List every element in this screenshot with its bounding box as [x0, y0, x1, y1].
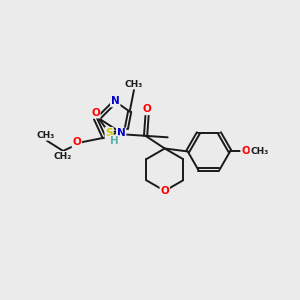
Text: CH₃: CH₃	[125, 80, 143, 89]
Text: CH₃: CH₃	[250, 147, 269, 156]
Text: O: O	[73, 137, 81, 147]
Text: N: N	[111, 96, 120, 106]
Text: H: H	[110, 136, 119, 146]
Text: CH₂: CH₂	[54, 152, 72, 161]
Text: O: O	[160, 186, 169, 196]
Text: CH₃: CH₃	[36, 131, 55, 140]
Text: O: O	[143, 104, 152, 114]
Text: O: O	[241, 146, 250, 156]
Text: N: N	[117, 128, 125, 139]
Text: S: S	[105, 128, 113, 138]
Text: O: O	[91, 108, 100, 118]
